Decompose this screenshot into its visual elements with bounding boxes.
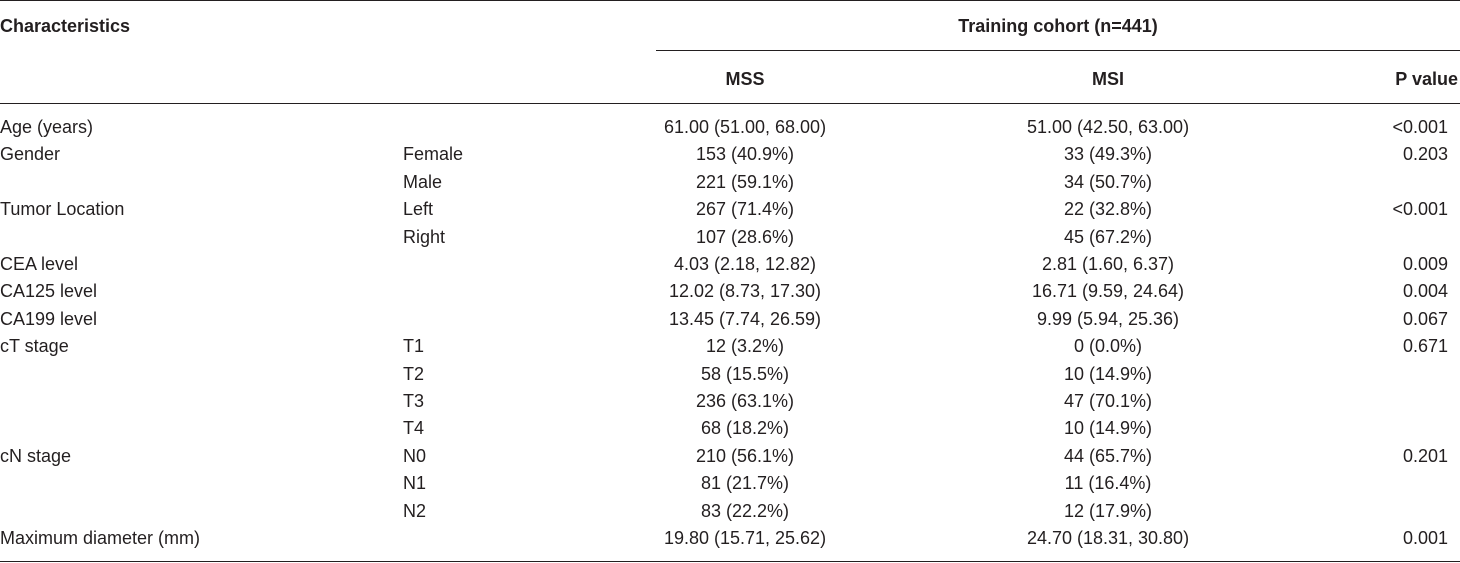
header-bottom-rule bbox=[0, 103, 1460, 104]
cell-mss: 210 (56.1%) bbox=[695, 446, 795, 466]
cell-p-value: <0.001 bbox=[1392, 199, 1448, 219]
cell-p-value: 0.203 bbox=[1402, 144, 1448, 164]
header-msi: MSI bbox=[1091, 69, 1125, 89]
cell-mss: 221 (59.1%) bbox=[695, 172, 795, 192]
cell-characteristic: cN stage bbox=[0, 446, 72, 466]
cell-mss: 58 (15.5%) bbox=[700, 364, 790, 384]
header-mss: MSS bbox=[725, 69, 765, 89]
cell-msi: 2.81 (1.60, 6.37) bbox=[1041, 254, 1175, 274]
cell-mss: 19.80 (15.71, 25.62) bbox=[663, 528, 827, 548]
cell-characteristic: Gender bbox=[0, 144, 61, 164]
cell-p-value: 0.004 bbox=[1402, 281, 1448, 301]
cell-subgroup: T2 bbox=[403, 364, 425, 384]
cell-msi: 0 (0.0%) bbox=[1073, 336, 1143, 356]
cell-mss: 153 (40.9%) bbox=[695, 144, 795, 164]
top-rule bbox=[0, 0, 1460, 1]
cell-mss: 83 (22.2%) bbox=[700, 501, 790, 521]
cell-subgroup: N1 bbox=[403, 473, 427, 493]
cell-mss: 4.03 (2.18, 12.82) bbox=[673, 254, 817, 274]
cell-characteristic: CA125 level bbox=[0, 281, 98, 301]
cell-subgroup: Right bbox=[403, 227, 446, 247]
cell-p-value: 0.067 bbox=[1402, 309, 1448, 329]
cell-subgroup: Male bbox=[403, 172, 443, 192]
cell-msi: 9.99 (5.94, 25.36) bbox=[1036, 309, 1180, 329]
cell-characteristic: Age (years) bbox=[0, 117, 94, 137]
cell-characteristic: CA199 level bbox=[0, 309, 98, 329]
cell-characteristic: cT stage bbox=[0, 336, 69, 356]
cell-msi: 10 (14.9%) bbox=[1063, 418, 1153, 438]
cell-msi: 45 (67.2%) bbox=[1063, 227, 1153, 247]
cell-subgroup: T4 bbox=[403, 418, 425, 438]
cell-characteristic: Tumor Location bbox=[0, 199, 125, 219]
cell-p-value: 0.671 bbox=[1402, 336, 1448, 356]
cell-msi: 22 (32.8%) bbox=[1063, 199, 1153, 219]
cell-characteristic: Maximum diameter (mm) bbox=[0, 528, 201, 548]
cell-p-value: 0.201 bbox=[1402, 446, 1448, 466]
cell-msi: 10 (14.9%) bbox=[1063, 364, 1153, 384]
header-cohort: Training cohort (n=441) bbox=[958, 16, 1158, 36]
cell-mss: 68 (18.2%) bbox=[700, 418, 790, 438]
cell-msi: 12 (17.9%) bbox=[1063, 501, 1153, 521]
cell-subgroup: N0 bbox=[403, 446, 427, 466]
cell-p-value: 0.001 bbox=[1402, 528, 1448, 548]
cell-mss: 267 (71.4%) bbox=[695, 199, 795, 219]
cell-mss: 61.00 (51.00, 68.00) bbox=[663, 117, 827, 137]
cell-mss: 12.02 (8.73, 17.30) bbox=[668, 281, 822, 301]
cell-subgroup: T3 bbox=[403, 391, 425, 411]
cohort-underline bbox=[656, 50, 1460, 51]
cell-msi: 16.71 (9.59, 24.64) bbox=[1031, 281, 1185, 301]
cell-mss: 236 (63.1%) bbox=[695, 391, 795, 411]
cell-subgroup: Female bbox=[403, 144, 464, 164]
cell-msi: 47 (70.1%) bbox=[1063, 391, 1153, 411]
bottom-rule bbox=[0, 561, 1460, 562]
cell-mss: 107 (28.6%) bbox=[695, 227, 795, 247]
cell-subgroup: Left bbox=[403, 199, 434, 219]
cell-msi: 34 (50.7%) bbox=[1063, 172, 1153, 192]
cell-mss: 81 (21.7%) bbox=[700, 473, 790, 493]
cell-msi: 11 (16.4%) bbox=[1064, 473, 1152, 493]
cell-p-value: <0.001 bbox=[1392, 117, 1448, 137]
cell-msi: 24.70 (18.31, 30.80) bbox=[1026, 528, 1190, 548]
cell-subgroup: T1 bbox=[403, 336, 425, 356]
header-characteristics: Characteristics bbox=[0, 16, 131, 36]
header-p-value: P value bbox=[1395, 69, 1458, 89]
cell-mss: 13.45 (7.74, 26.59) bbox=[668, 309, 822, 329]
cell-msi: 33 (49.3%) bbox=[1063, 144, 1153, 164]
cell-subgroup: N2 bbox=[403, 501, 427, 521]
cell-p-value: 0.009 bbox=[1402, 254, 1448, 274]
cell-msi: 44 (65.7%) bbox=[1063, 446, 1153, 466]
cell-characteristic: CEA level bbox=[0, 254, 79, 274]
cell-msi: 51.00 (42.50, 63.00) bbox=[1026, 117, 1190, 137]
cell-mss: 12 (3.2%) bbox=[705, 336, 785, 356]
